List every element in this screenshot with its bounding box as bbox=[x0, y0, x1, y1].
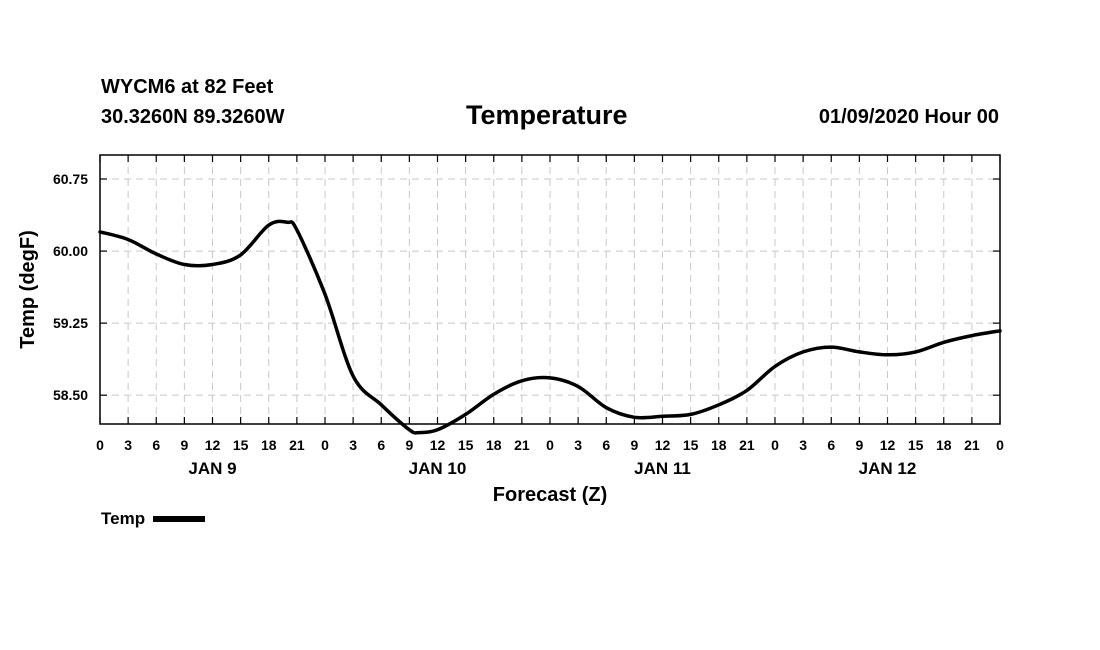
x-tick-label: 21 bbox=[739, 437, 755, 453]
x-tick-label: 6 bbox=[827, 437, 835, 453]
x-tick-label: 0 bbox=[546, 437, 554, 453]
day-label: JAN 11 bbox=[634, 459, 691, 478]
x-tick-label: 12 bbox=[880, 437, 896, 453]
y-tick-label: 60.00 bbox=[53, 243, 88, 259]
day-label: JAN 12 bbox=[859, 459, 917, 478]
legend: Temp bbox=[101, 509, 206, 529]
x-tick-label: 9 bbox=[630, 437, 638, 453]
x-tick-label: 15 bbox=[458, 437, 474, 453]
x-tick-label: 15 bbox=[233, 437, 249, 453]
axis-labels: 0 3 6 9 12 15 18 21 0 3 6 9 12 15 18 21 0 3 6 9 12 15 18 21 0 3 6 9… bbox=[53, 171, 1004, 478]
legend-line-swatch bbox=[153, 515, 206, 522]
x-tick-label: 18 bbox=[261, 437, 277, 453]
x-tick-label: 3 bbox=[799, 437, 807, 453]
x-tick-label: 18 bbox=[936, 437, 952, 453]
x-tick-label: 21 bbox=[964, 437, 980, 453]
x-tick-label: 3 bbox=[574, 437, 582, 453]
legend-label: Temp bbox=[101, 509, 146, 528]
forecast-run-time: 01/09/2020 Hour 00 bbox=[818, 106, 999, 128]
x-tick-label: 21 bbox=[514, 437, 530, 453]
x-tick-label: 6 bbox=[152, 437, 160, 453]
x-tick-label: 9 bbox=[405, 437, 413, 453]
x-tick-label: 0 bbox=[771, 437, 779, 453]
x-tick-label: 3 bbox=[349, 437, 357, 453]
day-label: JAN 9 bbox=[188, 459, 236, 478]
x-tick-label: 0 bbox=[96, 437, 104, 453]
chart-title: Temperature bbox=[466, 100, 628, 130]
temp-series-line bbox=[98, 219, 1002, 435]
x-tick-label: 0 bbox=[321, 437, 329, 453]
y-tick-label: 60.75 bbox=[53, 171, 88, 187]
plot-frame bbox=[99, 154, 1001, 425]
station-coordinates: 30.3260N 89.3260W bbox=[101, 106, 285, 128]
x-tick-label: 9 bbox=[855, 437, 863, 453]
x-tick-label: 6 bbox=[377, 437, 385, 453]
y-axis-title: Temp (degF) bbox=[17, 230, 39, 349]
x-tick-label: 3 bbox=[124, 437, 132, 453]
x-tick-label: 0 bbox=[996, 437, 1004, 453]
x-tick-label: 21 bbox=[289, 437, 305, 453]
x-tick-label: 12 bbox=[205, 437, 221, 453]
x-tick-label: 18 bbox=[486, 437, 502, 453]
day-label: JAN 10 bbox=[409, 459, 467, 478]
grid-lines bbox=[100, 155, 1000, 424]
x-tick-label: 9 bbox=[180, 437, 188, 453]
x-tick-label: 15 bbox=[908, 437, 924, 453]
x-tick-label: 12 bbox=[655, 437, 671, 453]
y-tick-label: 58.50 bbox=[53, 387, 88, 403]
y-tick-label: 59.25 bbox=[53, 315, 88, 331]
x-tick-label: 15 bbox=[683, 437, 699, 453]
x-tick-label: 12 bbox=[430, 437, 446, 453]
x-axis-title: Forecast (Z) bbox=[493, 484, 607, 506]
station-label: WYCM6 at 82 Feet bbox=[101, 76, 274, 98]
x-tick-label: 6 bbox=[602, 437, 610, 453]
x-tick-label: 18 bbox=[711, 437, 727, 453]
